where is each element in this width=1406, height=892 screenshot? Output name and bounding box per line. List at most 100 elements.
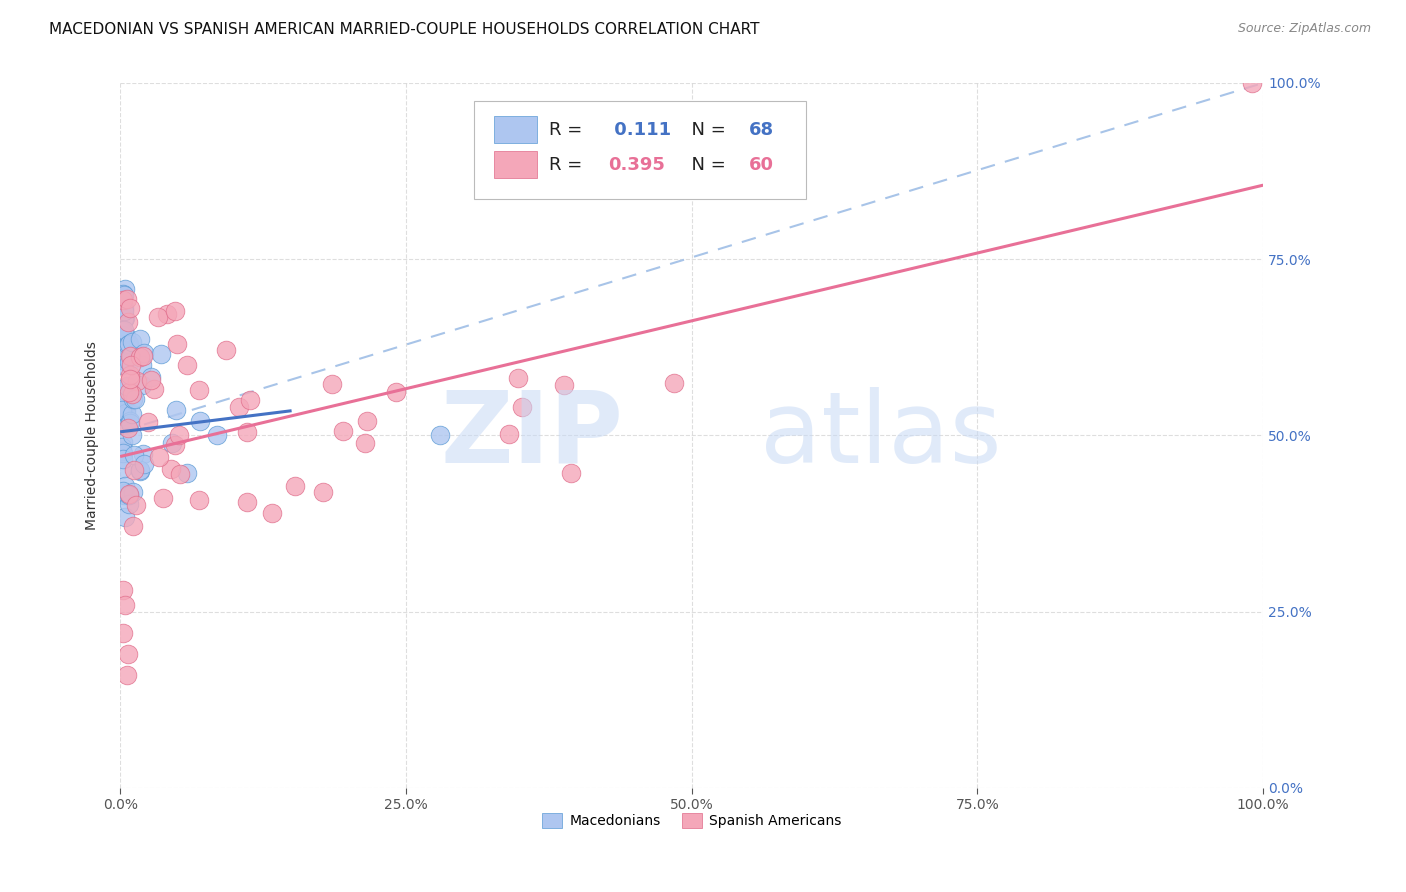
Point [117,338,139,352]
Point [114,310,136,325]
Point [169,467,191,481]
Point [121,335,143,350]
Point [110,443,132,458]
Point [141,373,163,387]
Point [111,402,134,417]
Point [112,391,135,405]
Point [114,486,136,500]
Text: MACEDONIAN VS SPANISH AMERICAN MARRIED-COUPLE HOUSEHOLDS CORRELATION CHART: MACEDONIAN VS SPANISH AMERICAN MARRIED-C… [49,22,759,37]
Text: N =: N = [681,121,731,139]
FancyBboxPatch shape [474,101,806,199]
Point [284,479,307,493]
Point [134,458,156,472]
Point [129,351,152,365]
Point [163,438,186,452]
Point [165,403,187,417]
Point [111,322,134,336]
Text: N =: N = [681,156,731,175]
Point [260,507,283,521]
Point [188,414,211,428]
Point [235,495,257,509]
Point [112,286,135,301]
Point [136,415,159,429]
Point [112,409,135,424]
Point [118,336,141,351]
Point [118,301,141,315]
Point [111,625,134,640]
Point [118,488,141,502]
Point [111,435,134,450]
Point [662,376,685,391]
Point [122,463,145,477]
Point [118,372,141,386]
Point [129,464,152,478]
Point [150,347,173,361]
Point [215,343,238,357]
Point [188,493,211,508]
Point [125,374,148,388]
Point [111,293,134,307]
Point [118,385,141,400]
Point [114,353,136,368]
Point [112,400,135,414]
Point [498,427,520,442]
Point [129,463,152,477]
Point [114,510,136,524]
Point [110,324,132,338]
Point [114,479,136,493]
Point [110,440,132,454]
Point [114,403,136,417]
Point [356,414,378,428]
Bar [494,152,537,178]
Point [112,288,135,302]
Point [120,359,142,373]
Point [553,377,575,392]
Point [112,451,135,466]
Point [114,406,136,420]
Point [111,583,134,598]
Point [166,337,188,351]
Point [510,401,533,415]
Point [134,346,156,360]
Text: R =: R = [548,121,588,139]
Point [321,376,343,391]
Point [132,349,155,363]
Point [117,421,139,435]
Point [143,382,166,396]
Point [165,303,187,318]
Point [114,329,136,343]
Text: 60: 60 [749,156,773,175]
Point [122,519,145,533]
Point [160,462,183,476]
Point [167,428,190,442]
Point [311,484,333,499]
Text: ZIP: ZIP [440,387,623,483]
Point [111,406,134,420]
Point [121,485,143,500]
Point [162,436,184,450]
Point [236,425,259,439]
Point [129,332,152,346]
Bar [494,116,537,143]
Point [429,428,451,442]
Point [207,428,229,442]
Point [114,282,136,296]
Point [506,371,529,385]
Point [118,416,141,430]
Point [117,647,139,661]
Point [111,462,134,476]
Point [112,323,135,337]
Point [120,368,142,383]
Point [117,380,139,394]
Text: 0.111: 0.111 [609,121,671,139]
Point [112,337,135,351]
Point [111,446,134,460]
Point [112,301,135,315]
Text: atlas: atlas [761,387,1002,483]
Point [111,358,134,372]
Point [125,498,148,512]
Point [228,400,250,414]
Point [146,310,169,325]
Point [176,358,198,372]
Point [353,436,375,450]
